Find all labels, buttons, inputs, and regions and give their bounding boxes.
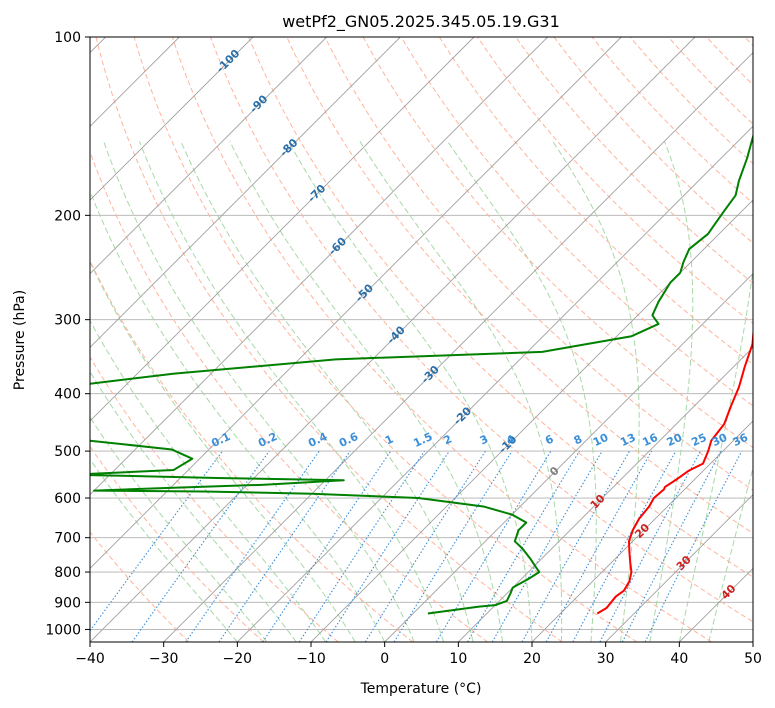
isotherm-line	[458, 346, 753, 642]
x-tick-label: 0	[380, 651, 389, 667]
plot-frame	[89, 36, 754, 643]
moist-adiabat-line	[359, 141, 563, 642]
moist-adiabat-line	[90, 370, 297, 642]
dry-adiabat-line	[171, 37, 712, 642]
mixing-ratio-label: 20	[665, 431, 685, 449]
dry-adiabat-line	[439, 37, 753, 366]
isotherm-line	[531, 420, 753, 642]
dry-adiabat-line	[95, 37, 563, 642]
mixing-ratio-line	[545, 450, 653, 642]
y-axis: 100 200 300 400 500 600 700 800 900 1000	[45, 30, 90, 638]
mixing-ratio-line	[572, 450, 677, 642]
dewpoint-series-line	[90, 132, 753, 615]
isotherm-line	[90, 37, 696, 642]
moist-adiabat-line	[678, 265, 753, 642]
mixing-ratio-line	[644, 450, 743, 642]
moist-adiabat-line	[90, 319, 327, 642]
x-tick-label: −30	[149, 651, 179, 667]
series-lines	[90, 132, 753, 615]
dry-adiabat-line	[210, 37, 753, 623]
isotherm-line	[237, 125, 753, 642]
y-tick-label: 800	[54, 565, 81, 581]
dry-adiabat-line	[324, 37, 753, 491]
isotherm-line	[384, 273, 753, 642]
isotherm-line	[90, 37, 327, 275]
mixing-ratio-line	[218, 450, 351, 642]
y-tick-label: 100	[54, 30, 81, 46]
mixing-ratio-line	[599, 450, 702, 642]
dry-adiabat-line	[553, 37, 753, 244]
x-tick-label: 30	[597, 651, 615, 667]
mixing-ratio-label: 13	[618, 431, 637, 449]
y-tick-label: 1000	[45, 622, 81, 638]
dry-adiabat-line	[133, 37, 638, 642]
isotherms	[90, 37, 753, 642]
isotherm-line	[605, 494, 753, 642]
y-tick-label: 300	[54, 313, 81, 329]
mixing-ratio-line	[325, 450, 450, 642]
y-tick-label: 200	[54, 208, 81, 224]
mixing-ratio-line	[393, 450, 513, 642]
isotherm-line	[90, 37, 548, 496]
x-tick-label: −10	[296, 651, 326, 667]
mixing-ratio-line	[90, 450, 223, 632]
y-tick-label: 500	[54, 444, 81, 460]
x-tick-label: −20	[223, 651, 253, 667]
mixing-ratio-line	[364, 450, 486, 642]
mixing-ratio-label: 25	[689, 431, 708, 449]
x-tick-label: 10	[449, 651, 467, 667]
moist-adiabat-line	[649, 141, 694, 642]
y-axis-title: Pressure (hPa)	[12, 290, 28, 390]
dry-adiabat-line	[248, 37, 753, 578]
isotherm-line	[90, 37, 254, 201]
chart-title: wetPf2_GN05.2025.345.05.19.G31	[282, 12, 560, 32]
mixing-ratio-line	[621, 450, 722, 642]
plot-area	[90, 37, 753, 642]
mixing-ratio-label: 10	[591, 431, 611, 449]
y-tick-label: 400	[54, 387, 81, 403]
moist-adiabat-line	[229, 141, 504, 642]
temperature-series-line	[596, 327, 753, 615]
x-tick-label: 50	[744, 651, 762, 667]
isotherm-line	[163, 52, 753, 642]
mixing-ratio-label: 30	[710, 431, 730, 449]
dry-adiabat-line	[591, 37, 753, 204]
dry-adiabat-line	[90, 531, 190, 642]
x-tick-label: −40	[75, 651, 105, 667]
mixing-ratio-line	[298, 450, 425, 642]
dry-adiabat-line	[90, 259, 414, 642]
moist-adiabat-line	[90, 260, 356, 642]
dry-adiabat-line	[400, 37, 753, 407]
isotherm-line	[90, 37, 475, 422]
y-tick-label: 600	[54, 491, 81, 507]
dry-adiabat-line	[90, 356, 339, 642]
x-tick-label: 40	[670, 651, 688, 667]
moist-adiabat-line	[288, 141, 533, 642]
y-tick-label: 700	[54, 531, 81, 547]
mixing-ratio-line	[131, 450, 270, 642]
moist-adiabat-line	[138, 141, 445, 642]
mixing-ratio-label: 16	[640, 431, 660, 449]
y-tick-label: 900	[54, 595, 81, 611]
mixing-ratio-line	[521, 450, 630, 642]
moist-adiabat-line	[552, 141, 640, 642]
x-tick-label: 20	[523, 651, 541, 667]
x-axis: −40 −30 −20 −10 0 10 20 30 40 50	[75, 642, 762, 667]
isotherm-line	[90, 37, 622, 569]
dry-adiabat-line	[477, 37, 753, 325]
x-axis-title: Temperature (°C)	[360, 681, 482, 697]
dry-adiabat-line	[90, 150, 488, 642]
dry-adiabat-line	[286, 37, 753, 534]
isotherm-line	[90, 37, 401, 348]
moist-adiabat-line	[447, 141, 597, 642]
mixing-ratio-line	[491, 450, 603, 642]
mixing-ratio-label: 36	[731, 431, 751, 449]
